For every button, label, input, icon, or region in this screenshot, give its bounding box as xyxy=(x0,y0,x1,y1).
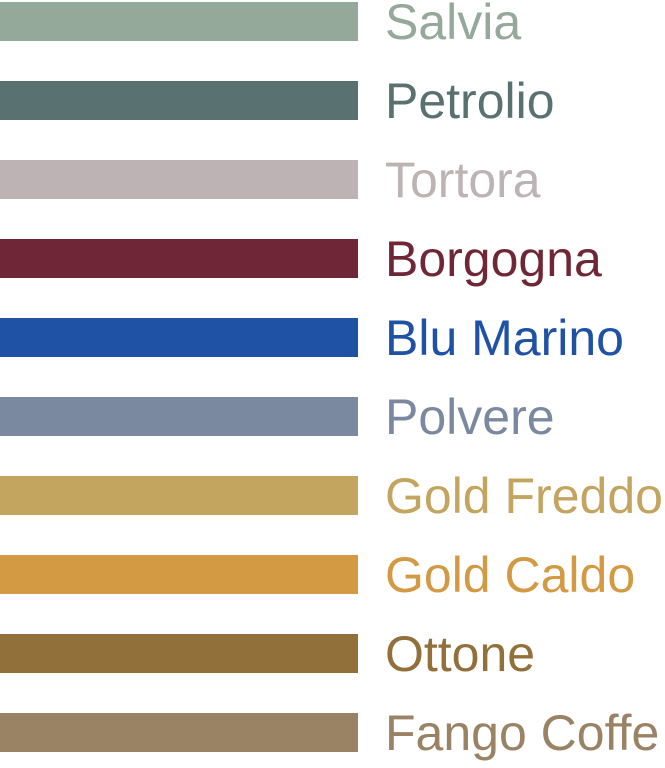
palette-row: Petrolio xyxy=(0,73,665,129)
color-label: Gold Caldo xyxy=(385,546,636,603)
color-swatch xyxy=(0,555,358,594)
palette-row: Blu Marino xyxy=(0,310,665,366)
color-swatch xyxy=(0,81,358,120)
color-label: Petrolio xyxy=(385,72,555,129)
color-swatch xyxy=(0,318,358,357)
color-label: Tortora xyxy=(385,151,541,208)
color-swatch xyxy=(0,239,358,278)
palette-row: Polvere xyxy=(0,389,665,445)
color-swatch xyxy=(0,713,358,752)
color-swatch xyxy=(0,476,358,515)
color-label: Blu Marino xyxy=(385,309,624,366)
color-label: Salvia xyxy=(385,0,522,50)
palette-row: Ottone xyxy=(0,626,665,682)
color-swatch xyxy=(0,634,358,673)
palette-row: Gold Caldo xyxy=(0,547,665,603)
palette-row: Salvia xyxy=(0,0,665,50)
palette-row: Borgogna xyxy=(0,231,665,287)
color-swatch xyxy=(0,397,358,436)
color-label: Ottone xyxy=(385,625,536,682)
palette-row: Tortora xyxy=(0,152,665,208)
color-swatch xyxy=(0,2,358,41)
color-label: Gold Freddo xyxy=(385,467,663,524)
color-label: Polvere xyxy=(385,388,555,445)
palette-row: Gold Freddo xyxy=(0,468,665,524)
palette-row: Fango Coffe xyxy=(0,705,665,761)
color-label: Borgogna xyxy=(385,230,602,287)
color-label: Fango Coffe xyxy=(385,704,660,761)
color-swatch xyxy=(0,160,358,199)
